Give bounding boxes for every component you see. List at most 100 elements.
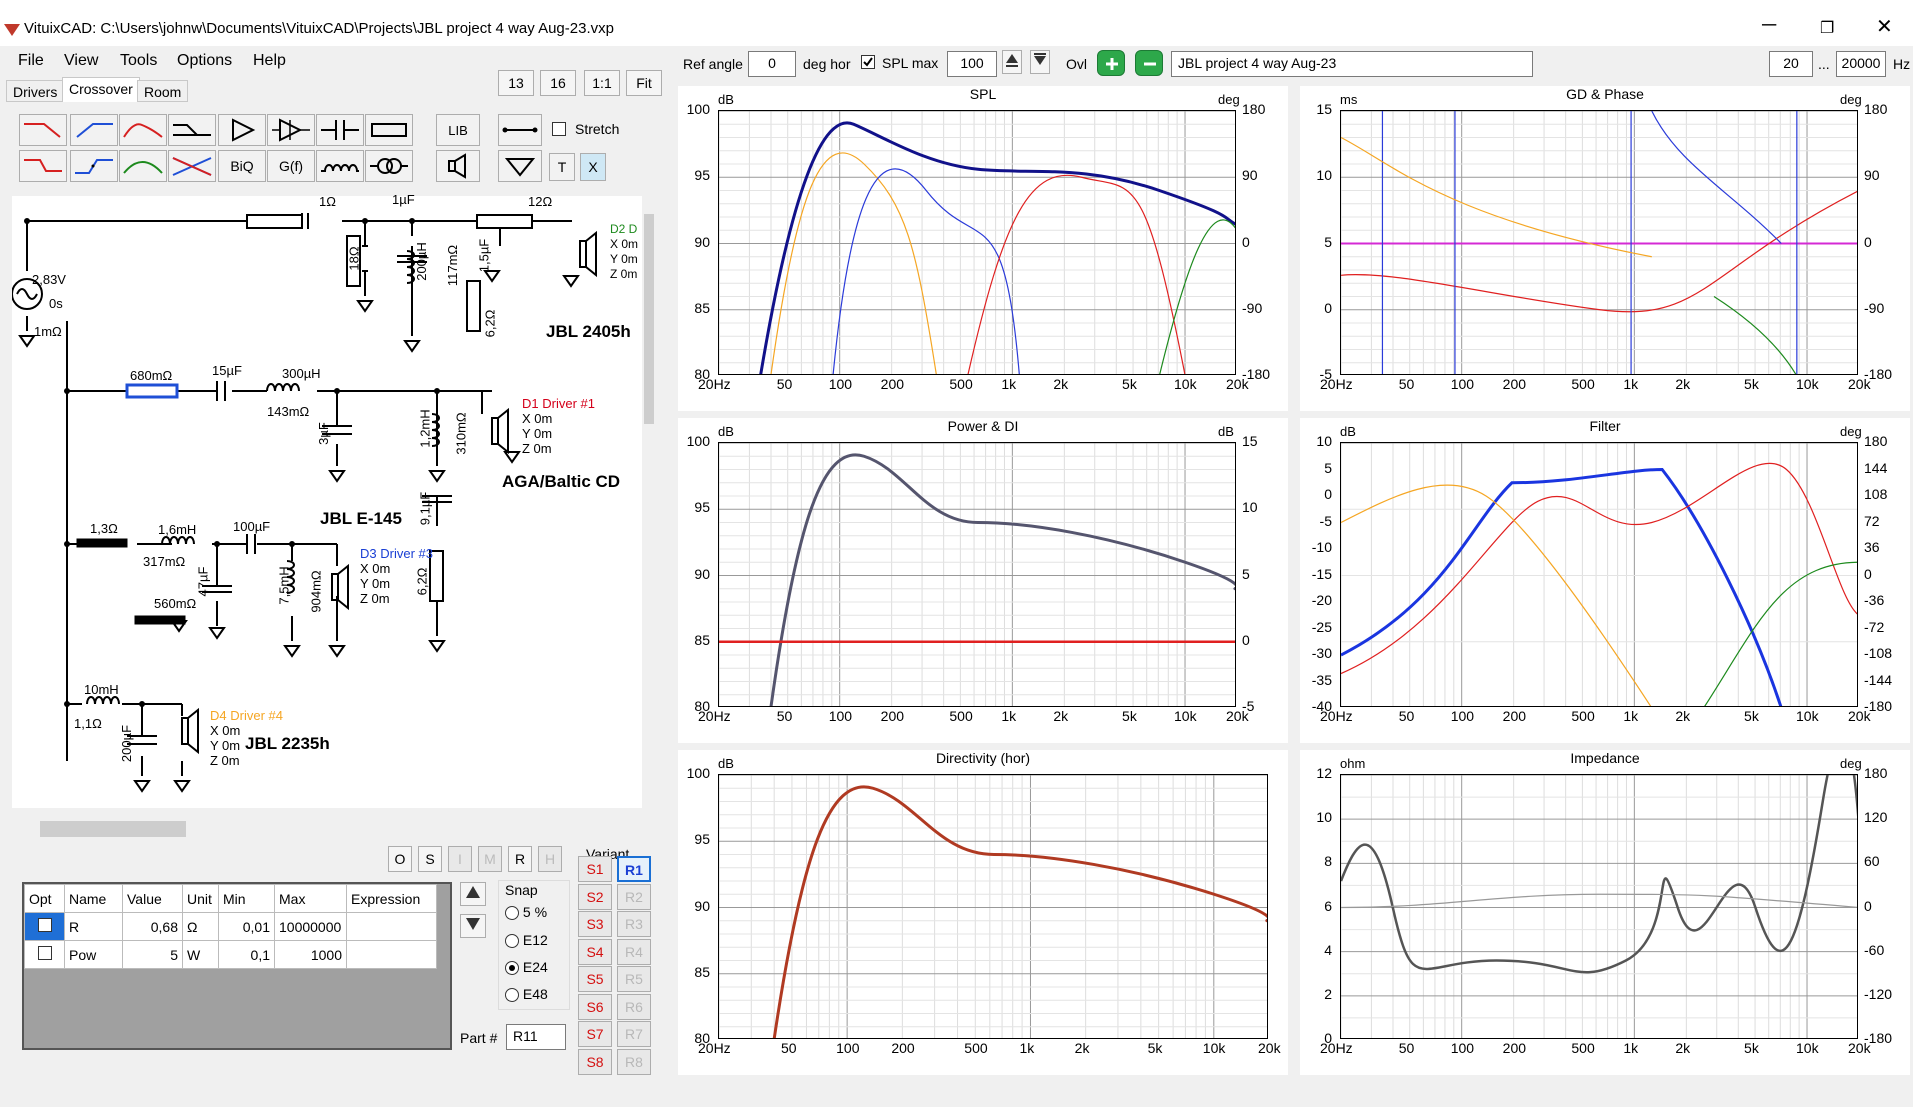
resistor-button[interactable]: [365, 114, 413, 146]
zoom-16-button[interactable]: 16: [540, 70, 576, 96]
biquad-button[interactable]: BiQ: [218, 150, 266, 182]
bp-variant-button[interactable]: [119, 150, 167, 182]
graph-power-plot[interactable]: [718, 442, 1236, 707]
schematic-vscroll[interactable]: [642, 196, 656, 808]
close-button[interactable]: ✕: [1876, 16, 1893, 38]
spl-up-button[interactable]: [1002, 50, 1022, 74]
graph-imp-plot[interactable]: [1340, 774, 1858, 1039]
cell-value[interactable]: 5: [122, 940, 183, 969]
transfer-function-button[interactable]: G(f): [267, 150, 315, 182]
x-button[interactable]: X: [580, 153, 606, 181]
maximize-button[interactable]: ❐: [1820, 20, 1835, 37]
graph-dir[interactable]: Directivity (hor) dB 100 95 90 85 80 20Hz 50 100 2…: [678, 750, 1288, 1075]
ref-angle-input[interactable]: 0: [748, 51, 796, 77]
freq-max-input[interactable]: 20000: [1836, 51, 1886, 77]
menu-file[interactable]: File: [18, 52, 44, 69]
cell-min[interactable]: 0,1: [218, 940, 275, 969]
s-button[interactable]: S: [418, 846, 442, 872]
variant-r5-button[interactable]: R5: [617, 966, 651, 992]
stretch-checkbox[interactable]: [552, 122, 566, 140]
graph-dir-plot[interactable]: [718, 774, 1268, 1039]
graph-filter[interactable]: Filter dB deg 10 5 0 -5 -10 -15 -20 -25 -30 -35 -40 18…: [1300, 418, 1910, 743]
tab-drivers[interactable]: Drivers: [6, 80, 65, 102]
schematic-canvas[interactable]: 1Ω 1µF 12Ω 18Ω 200µH 117mΩ 1,5µF 6,2Ω 2,…: [12, 192, 650, 808]
variant-s2-button[interactable]: S2: [578, 883, 612, 910]
wire-button[interactable]: [498, 114, 542, 146]
driver-button[interactable]: [436, 150, 480, 182]
move-up-button[interactable]: [460, 882, 486, 906]
cell-min[interactable]: 0,01: [218, 912, 275, 941]
shelf-button[interactable]: [168, 114, 216, 146]
graph-gd[interactable]: GD & Phase ms deg 15 10 5 0 -5 180 90 0 -90 -180 20Hz…: [1300, 86, 1910, 411]
variant-s4-button[interactable]: S4: [578, 938, 612, 965]
hp-variant-button[interactable]: [70, 150, 118, 182]
graph-imp[interactable]: Impedance ohm deg 12 10 8 6 4 2 0 180 120 60 0 -60 -120…: [1300, 750, 1910, 1075]
variant-s3-button[interactable]: S3: [578, 911, 612, 937]
tab-room[interactable]: Room: [137, 80, 189, 102]
variant-r3-button[interactable]: R3: [617, 911, 651, 937]
lp-variant-button[interactable]: [19, 150, 67, 182]
variant-s8-button[interactable]: S8: [578, 1048, 612, 1075]
move-down-button[interactable]: [460, 914, 486, 938]
t-button[interactable]: T: [549, 153, 575, 181]
variant-r4-button[interactable]: R4: [617, 938, 651, 965]
snap-option-e24[interactable]: E24: [505, 959, 548, 976]
cell-name[interactable]: Pow: [64, 940, 123, 969]
tab-crossover[interactable]: Crossover: [62, 77, 140, 102]
fit-button[interactable]: Fit: [626, 70, 662, 96]
notch-button[interactable]: [168, 150, 216, 182]
m-button[interactable]: M: [478, 846, 502, 872]
cell-max[interactable]: 1000: [274, 940, 347, 969]
variant-r7-button[interactable]: R7: [617, 1021, 651, 1047]
buffer-button[interactable]: [218, 114, 266, 146]
cell-expression[interactable]: [346, 940, 437, 969]
snap-option-e48[interactable]: E48: [505, 986, 548, 1003]
graph-spl-plot[interactable]: [718, 110, 1236, 375]
schematic-hscroll[interactable]: [12, 816, 642, 842]
variant-s5-button[interactable]: S5: [578, 966, 612, 992]
graph-filter-plot[interactable]: [1340, 442, 1858, 707]
graph-power[interactable]: Power & DI dB dB 100 95 90 85 80 15 10 5 0 -5 20Hz 50 1…: [678, 418, 1288, 743]
ground-button[interactable]: [498, 150, 542, 182]
minimize-button[interactable]: ─: [1762, 14, 1777, 36]
o-button[interactable]: O: [388, 846, 412, 872]
spl-down-button[interactable]: [1030, 50, 1050, 74]
zoom-1-1-button[interactable]: 1:1: [584, 70, 620, 96]
h-button[interactable]: H: [538, 846, 562, 872]
variant-s1-button[interactable]: S1: [578, 856, 612, 882]
cell-max[interactable]: 10000000: [274, 912, 347, 941]
snap-option-5[interactable]: 5 %: [505, 904, 547, 921]
transformer-button[interactable]: [365, 150, 413, 182]
freq-min-input[interactable]: 20: [1769, 51, 1813, 77]
menu-options[interactable]: Options: [177, 52, 233, 69]
table-row[interactable]: Pow 5 W 0,1 1000: [24, 940, 437, 969]
capacitor-button[interactable]: [316, 114, 364, 146]
spl-max-input[interactable]: 100: [947, 51, 997, 77]
hscroll-thumb[interactable]: [40, 821, 186, 837]
graph-spl[interactable]: SPL dB deg 100 95 90 85 80 180 90 0 -90 -180 20Hz 50 10…: [678, 86, 1288, 411]
lib-button[interactable]: LIB: [436, 114, 480, 146]
project-name-field[interactable]: JBL project 4 way Aug-23: [1171, 51, 1533, 77]
snap-option-e12[interactable]: E12: [505, 932, 548, 949]
variant-r1-button[interactable]: R1: [617, 856, 651, 882]
variant-r6-button[interactable]: R6: [617, 993, 651, 1020]
table-row[interactable]: R 0,68 Ω 0,01 10000000: [24, 912, 437, 941]
bandpass-button[interactable]: [119, 114, 167, 146]
menu-view[interactable]: View: [64, 52, 99, 69]
add-overlay-button[interactable]: [1097, 50, 1125, 76]
graph-gd-plot[interactable]: [1340, 110, 1858, 375]
r-button[interactable]: R: [508, 846, 532, 872]
cell-value[interactable]: 0,68: [122, 912, 183, 941]
variant-r2-button[interactable]: R2: [617, 883, 651, 910]
variant-s6-button[interactable]: S6: [578, 993, 612, 1020]
menu-tools[interactable]: Tools: [120, 52, 158, 69]
variant-s7-button[interactable]: S7: [578, 1021, 612, 1047]
zoom-13-button[interactable]: 13: [498, 70, 534, 96]
opt-checkbox[interactable]: [24, 912, 65, 941]
inductor-button[interactable]: [316, 150, 364, 182]
vscroll-thumb[interactable]: [644, 214, 654, 424]
inverter-button[interactable]: [267, 114, 315, 146]
opt-checkbox[interactable]: [24, 940, 65, 969]
cell-name[interactable]: R: [64, 912, 123, 941]
lowpass-button[interactable]: [19, 114, 67, 146]
